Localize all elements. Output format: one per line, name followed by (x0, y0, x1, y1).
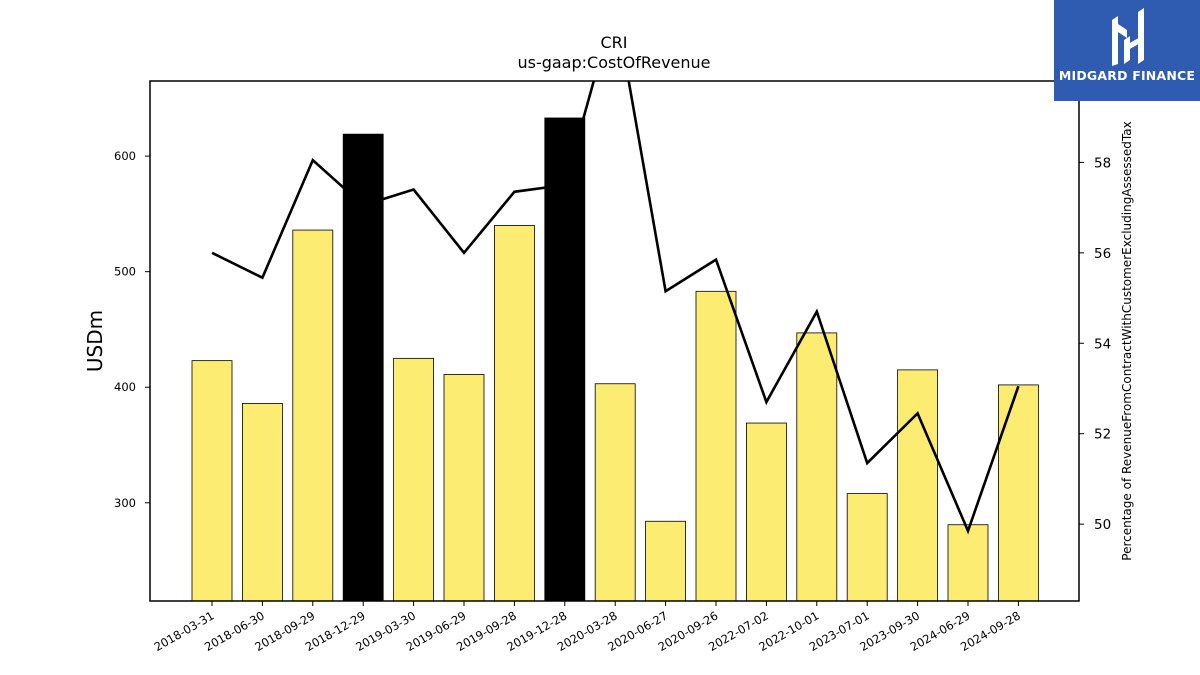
bar-2023-07-01 (846, 493, 888, 602)
chart-subtitle: us-gaap:CostOfRevenue (517, 53, 710, 72)
bar-2020-03-28 (594, 383, 636, 602)
midgard-logo-icon (1112, 8, 1144, 66)
y-tick-label: 400 (114, 380, 136, 394)
y2-tick-label: 54 (1094, 336, 1111, 352)
bar-2019-12-28 (544, 117, 586, 602)
bar-2019-09-28 (493, 225, 535, 602)
y-tick-label: 500 (114, 265, 136, 279)
x-axis: 2018-03-312018-06-302018-09-292018-12-29… (152, 601, 1023, 654)
bar-2020-06-27 (645, 520, 686, 602)
bar-2022-10-01 (796, 332, 838, 602)
bar-2020-09-26 (695, 290, 737, 602)
y-axis-label: USDm (83, 310, 107, 372)
bar-2018-09-29 (292, 229, 334, 602)
bar-2018-03-31 (191, 360, 233, 602)
series-line (211, 81, 1020, 535)
bar-2022-07-02 (746, 422, 787, 602)
bar-2024-06-29 (947, 524, 989, 602)
bars-layer (191, 117, 1039, 602)
bar-2024-09-28 (998, 384, 1039, 602)
y2-tick-label: 52 (1094, 427, 1111, 443)
y-tick-label: 600 (114, 149, 136, 163)
y2-tick-label: 58 (1094, 155, 1111, 171)
y2-tick-label: 56 (1094, 246, 1111, 262)
bar-2019-03-30 (393, 357, 435, 602)
logo-text: MIDGARD FINANCE (1058, 68, 1196, 83)
line-layer (211, 81, 1020, 535)
y2-tick-label: 50 (1094, 517, 1111, 533)
y-axis-right: 50 52 54 56 58 (1079, 155, 1111, 533)
y-tick-label: 300 (114, 496, 136, 510)
bar-2018-06-30 (241, 402, 283, 602)
y2-axis-label: Percentage of RevenueFromContractWithCus… (1120, 121, 1134, 560)
chart-title: CRI (600, 33, 627, 52)
bar-2023-09-30 (897, 369, 938, 602)
plot-frame (149, 80, 1080, 602)
midgard-logo: MIDGARD FINANCE (1054, 0, 1200, 101)
bar-2019-06-29 (443, 374, 485, 602)
y-axis-left: 300 400 500 600 (114, 149, 150, 510)
bar-2018-12-29 (342, 133, 384, 602)
